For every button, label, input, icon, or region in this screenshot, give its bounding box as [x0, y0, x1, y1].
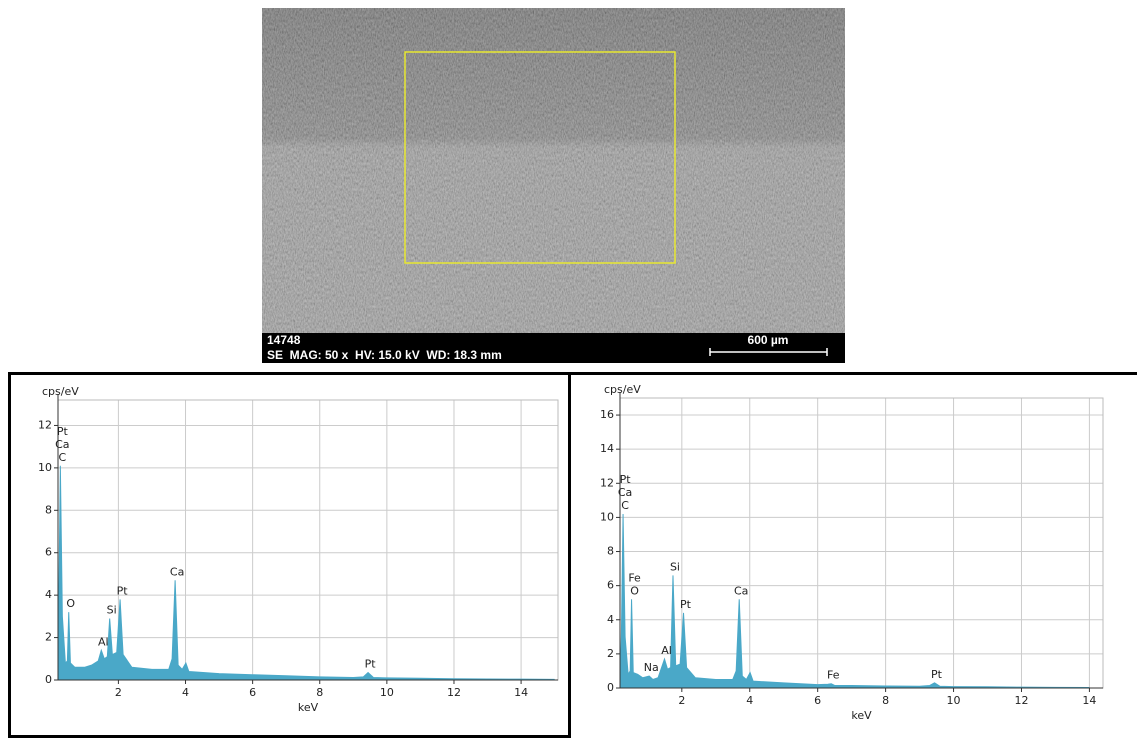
y-tick-label: 10 — [600, 510, 614, 523]
peak-label: Ca — [55, 438, 69, 451]
x-tick-label: 12 — [1014, 694, 1028, 707]
y-tick-label: 2 — [45, 631, 52, 644]
y-tick-label: 4 — [607, 613, 614, 626]
scale-bar-label: 600 µm — [748, 333, 789, 347]
peak-label: Pt — [57, 425, 69, 438]
peak-label: O — [630, 584, 639, 597]
y-tick-label: 0 — [607, 681, 614, 694]
x-tick-label: 6 — [249, 686, 256, 699]
x-tick-label: 4 — [746, 694, 753, 707]
y-tick-label: 4 — [45, 588, 52, 601]
sample-id: 14748 — [267, 333, 301, 347]
x-tick-label: 10 — [947, 694, 961, 707]
y-tick-label: 2 — [607, 647, 614, 660]
sem-info: SE MAG: 50 x HV: 15.0 kV WD: 18.3 mm — [267, 348, 502, 362]
x-tick-label: 10 — [380, 686, 394, 699]
x-axis-title: keV — [851, 709, 872, 722]
x-tick-label: 2 — [678, 694, 685, 707]
peak-label: Pt — [680, 598, 692, 611]
y-tick-label: 12 — [600, 476, 614, 489]
spectrum-fill — [58, 466, 555, 680]
y-tick-label: 8 — [607, 545, 614, 558]
y-tick-label: 6 — [607, 579, 614, 592]
peak-label: Pt — [117, 584, 129, 597]
x-tick-label: 8 — [316, 686, 323, 699]
y-tick-label: 12 — [38, 418, 52, 431]
peak-label: Pt — [620, 473, 632, 486]
peak-label: Ca — [734, 584, 748, 597]
peak-label: Si — [107, 603, 117, 616]
x-tick-label: 12 — [447, 686, 461, 699]
peak-label: Al — [661, 644, 672, 657]
peak-label: O — [66, 597, 75, 610]
x-tick-label: 14 — [1082, 694, 1096, 707]
x-tick-label: 8 — [882, 694, 889, 707]
peak-label: Fe — [628, 571, 641, 584]
y-tick-label: 14 — [600, 442, 614, 455]
y-tick-label: 10 — [38, 461, 52, 474]
y-axis-title: cps/eV — [42, 385, 79, 398]
x-tick-label: 6 — [814, 694, 821, 707]
peak-label: Si — [670, 560, 680, 573]
sem-image: 14748 SE MAG: 50 x HV: 15.0 kV WD: 18.3 … — [262, 8, 845, 363]
peak-label: Pt — [365, 658, 377, 671]
spectrum — [58, 466, 555, 680]
x-tick-label: 14 — [514, 686, 528, 699]
y-tick-label: 8 — [45, 503, 52, 516]
plot-frame — [620, 398, 1103, 688]
x-axis-title: keV — [298, 701, 319, 714]
peak-label: C — [621, 499, 629, 512]
y-tick-label: 16 — [600, 408, 614, 421]
peak-label: Pt — [931, 668, 943, 681]
peak-label: Ca — [618, 486, 632, 499]
x-tick-label: 2 — [115, 686, 122, 699]
peak-label: Na — [644, 661, 659, 674]
y-tick-label: 0 — [45, 673, 52, 686]
peak-label: Al — [98, 635, 109, 648]
x-tick-label: 4 — [182, 686, 189, 699]
figure: 14748 SE MAG: 50 x HV: 15.0 kV WD: 18.3 … — [0, 0, 1137, 738]
left-panel-border — [10, 374, 570, 737]
sem-texture — [262, 8, 845, 333]
peak-label: C — [59, 451, 67, 464]
y-tick-label: 6 — [45, 546, 52, 559]
peak-label: Ca — [170, 565, 184, 578]
peak-label: Fe — [827, 669, 840, 682]
y-axis-title: cps/eV — [604, 383, 641, 396]
